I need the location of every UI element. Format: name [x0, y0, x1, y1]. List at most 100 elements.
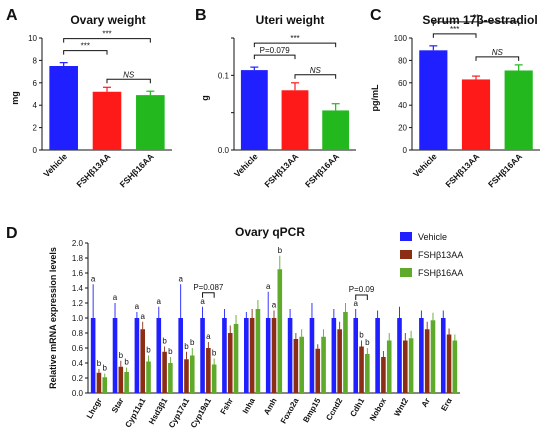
chart-d-title: Ovary qPCR [235, 225, 305, 239]
chart-d-sig-label: P=0.087 [193, 283, 224, 292]
chart-d-bar-vehicle [178, 318, 183, 393]
chart-d-sig-letter: a [200, 297, 205, 306]
chart-d-bar-vehicle [353, 318, 359, 393]
chart-a-bar-vehicle [49, 66, 78, 150]
chart-d-xtick-label: Cyp11a1 [123, 396, 147, 429]
chart-d-xtick-label: Cyp19a1 [189, 396, 214, 429]
chart-d-bar-fshb13aa [140, 329, 146, 393]
chart-d-bar-fshb16aa [452, 340, 458, 393]
chart-a-sig-bracket [106, 78, 151, 84]
chart-c-sig-bracket [432, 33, 477, 38]
legend-swatch-fshb16aa [400, 268, 412, 277]
chart-d-xtick-label: Inha [241, 396, 257, 415]
chart-a-xtick-label: FSHβ16AA [118, 151, 156, 189]
chart-d-bar-vehicle [375, 318, 380, 393]
chart-d-bar-fshb16aa [168, 363, 173, 393]
chart-d-bar-fshb13aa [227, 333, 233, 393]
chart-b-uteri-weight: 0.0 0.1 Vehicle FSHβ13AA FSHβ16AA P=0.079 *** N… [218, 34, 356, 189]
chart-a-ytick-label: 10 [28, 34, 37, 43]
chart-d-xtick-label: Lhcgr [85, 397, 104, 421]
chart-d-bar-fshb16aa [321, 336, 326, 393]
chart-c-sig-label: *** [450, 25, 459, 34]
chart-c-sig-label: ** [473, 13, 479, 22]
chart-c-sig-bracket [432, 21, 520, 26]
chart-d-sig-letter: b [184, 342, 189, 351]
chart-d-ytick-label: 0.0 [72, 389, 84, 398]
chart-d-bar-fshb13aa [206, 348, 211, 393]
chart-d-ytick-label: 0.8 [72, 329, 84, 338]
chart-d-sig-bracket [202, 292, 215, 298]
chart-d-bar-fshb16aa [343, 312, 348, 393]
chart-d-bar-vehicle [200, 318, 205, 393]
legend-label-fshb16aa: FSHβ16AA [418, 268, 463, 278]
chart-d-ytick-label: 1.2 [72, 299, 84, 308]
chart-d-ytick-label: 1.8 [72, 254, 84, 263]
chart-a-sig-bracket [63, 38, 151, 43]
chart-b-sig-bracket [253, 54, 296, 60]
chart-a-ytick-label: 6 [33, 79, 38, 88]
chart-d-bar-fshb16aa [146, 361, 151, 393]
chart-d-bar-fshb16aa [386, 340, 392, 393]
panel-letter-c: C [370, 7, 382, 24]
chart-d-bar-vehicle [134, 318, 140, 393]
chart-b-sig-bracket [294, 74, 337, 79]
chart-a-ytick-label: 2 [33, 124, 38, 133]
chart-d-bar-vehicle [287, 318, 293, 393]
chart-d-xtick-label: Fshr [219, 397, 235, 417]
chart-d-sig-letter: a [206, 332, 211, 341]
chart-b-bar-vehicle [240, 70, 268, 150]
chart-d-sig-label: P=0.09 [349, 285, 375, 294]
chart-d-bar-fshb16aa [233, 324, 239, 393]
chart-c-bar-vehicle [419, 50, 448, 150]
chart-a-ytick-label: 8 [33, 56, 38, 65]
chart-d-bar-fshb13aa [249, 318, 255, 393]
chart-d-xtick-label: Hsd3β1 [147, 396, 170, 426]
chart-d-bar-fshb16aa [299, 336, 304, 393]
chart-d-ytick-label: 1.4 [72, 284, 84, 293]
chart-d-bar-fshb13aa [402, 340, 408, 393]
chart-c-ytick-label: 100 [394, 34, 408, 43]
chart-d-bar-fshb13aa [184, 359, 189, 393]
chart-d-bar-fshb16aa [189, 355, 195, 393]
chart-d-ylabel: Relative mRNA expression levels [48, 247, 58, 389]
chart-d-bar-vehicle [265, 318, 271, 393]
chart-d-sig-letter: b [124, 358, 129, 367]
chart-c-sig-label: NS [492, 48, 504, 57]
chart-c-ylabel: pg/mL [370, 84, 380, 111]
chart-a-ylabel: mg [10, 91, 20, 105]
chart-d-xtick-label: Star [110, 397, 126, 415]
chart-d-bar-vehicle [309, 318, 315, 393]
chart-d-legend: Vehicle FSHβ13AA FSHβ16AA [400, 232, 463, 278]
chart-c-bar-fshb13aa [461, 79, 491, 150]
chart-d-bar-fshb16aa [408, 338, 414, 393]
chart-c-ytick-label: 40 [398, 101, 407, 110]
chart-c-bar-fshb16aa [504, 70, 533, 150]
chart-d-bar-vehicle [244, 318, 249, 393]
chart-a-sig-bracket [63, 50, 108, 55]
chart-d-sig-letter: b [212, 349, 217, 358]
chart-c-sig-bracket [475, 56, 520, 61]
chart-c-xtick-label: Vehicle [411, 151, 439, 179]
chart-d-bar-vehicle [156, 318, 162, 393]
chart-d-sig-letter: b [168, 347, 173, 356]
chart-d-ytick-label: 1.6 [72, 269, 84, 278]
chart-d-xtick-label: Cdh1 [348, 396, 366, 418]
panel-letter-b: B [195, 7, 207, 24]
chart-a-title: Ovary weight [70, 13, 145, 27]
chart-b-xtick-label: FSHβ13AA [262, 151, 300, 189]
chart-d-bar-vehicle [90, 318, 96, 393]
chart-d-bar-fshb13aa [96, 372, 102, 393]
chart-d-xtick-label: Bmp15 [301, 396, 322, 424]
chart-d-xtick-label: Nobox [368, 396, 389, 423]
chart-b-bar-fshb16aa [322, 110, 350, 150]
chart-b-sig-bracket [253, 42, 337, 48]
panel-letter-d: D [6, 225, 18, 242]
chart-d-bar-fshb13aa [446, 334, 452, 393]
legend-swatch-vehicle [400, 232, 412, 241]
chart-b-ytick-label: 0.0 [218, 146, 230, 155]
chart-b-bar-fshb13aa [281, 90, 309, 150]
chart-d-bar-fshb16aa [211, 364, 217, 393]
chart-b-ylabel: g [200, 95, 210, 101]
chart-d-bar-fshb13aa [118, 366, 124, 393]
chart-d-ytick-label: 2.0 [72, 239, 84, 248]
